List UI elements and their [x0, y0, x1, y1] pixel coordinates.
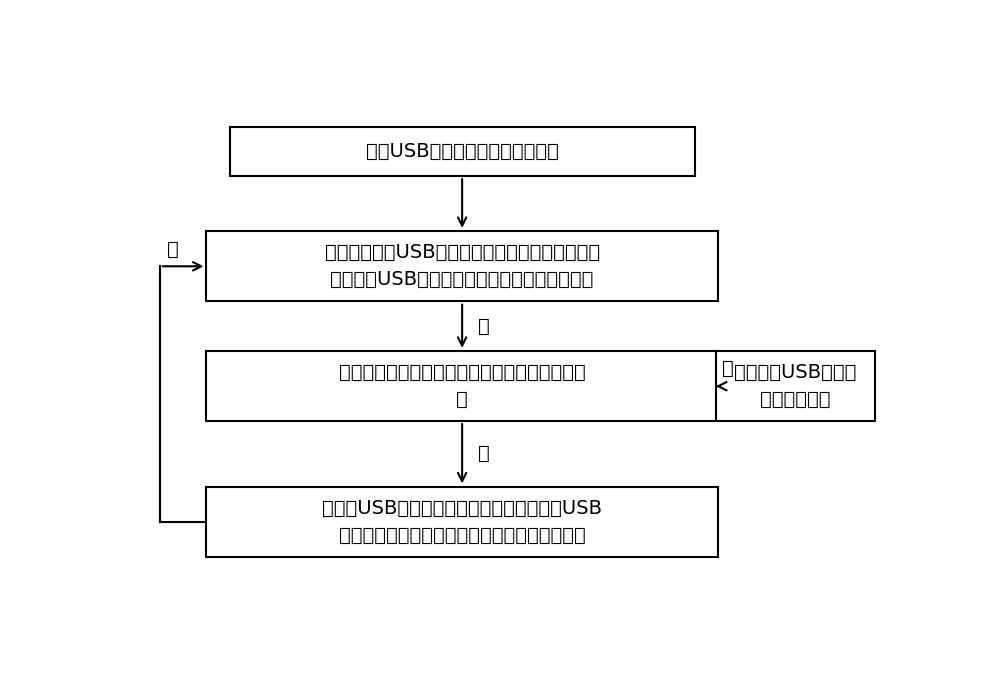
Text: 向所述USB切换器发送切换指令，以使所述USB: 向所述USB切换器发送切换指令，以使所述USB — [322, 499, 602, 518]
Text: 不向所述USB切换器: 不向所述USB切换器 — [734, 364, 857, 383]
Text: 发送切换指令: 发送切换指令 — [760, 390, 831, 409]
Text: 无: 无 — [167, 240, 179, 259]
Text: 监控USB切换器的主设备接入情况: 监控USB切换器的主设备接入情况 — [366, 142, 559, 161]
Text: 有: 有 — [722, 359, 734, 378]
Text: 判断是否有更早接入的主设备正在使用各个从设: 判断是否有更早接入的主设备正在使用各个从设 — [339, 364, 586, 383]
Text: 有: 有 — [478, 317, 489, 336]
Text: 当监控到所述USB切换器上有新接入的主设备时，: 当监控到所述USB切换器上有新接入的主设备时， — [325, 244, 600, 263]
FancyBboxPatch shape — [230, 127, 695, 177]
FancyBboxPatch shape — [206, 231, 718, 301]
Text: 无: 无 — [478, 444, 489, 463]
Text: 切换器将各个从设备切换连接至新接入的主设备: 切换器将各个从设备切换连接至新接入的主设备 — [339, 525, 586, 544]
FancyBboxPatch shape — [206, 487, 718, 557]
Text: 判断所述USB切换器上是否有更早接入的主设备: 判断所述USB切换器上是否有更早接入的主设备 — [330, 270, 594, 289]
FancyBboxPatch shape — [716, 351, 875, 421]
FancyBboxPatch shape — [206, 351, 718, 421]
Text: 备: 备 — [456, 390, 468, 409]
